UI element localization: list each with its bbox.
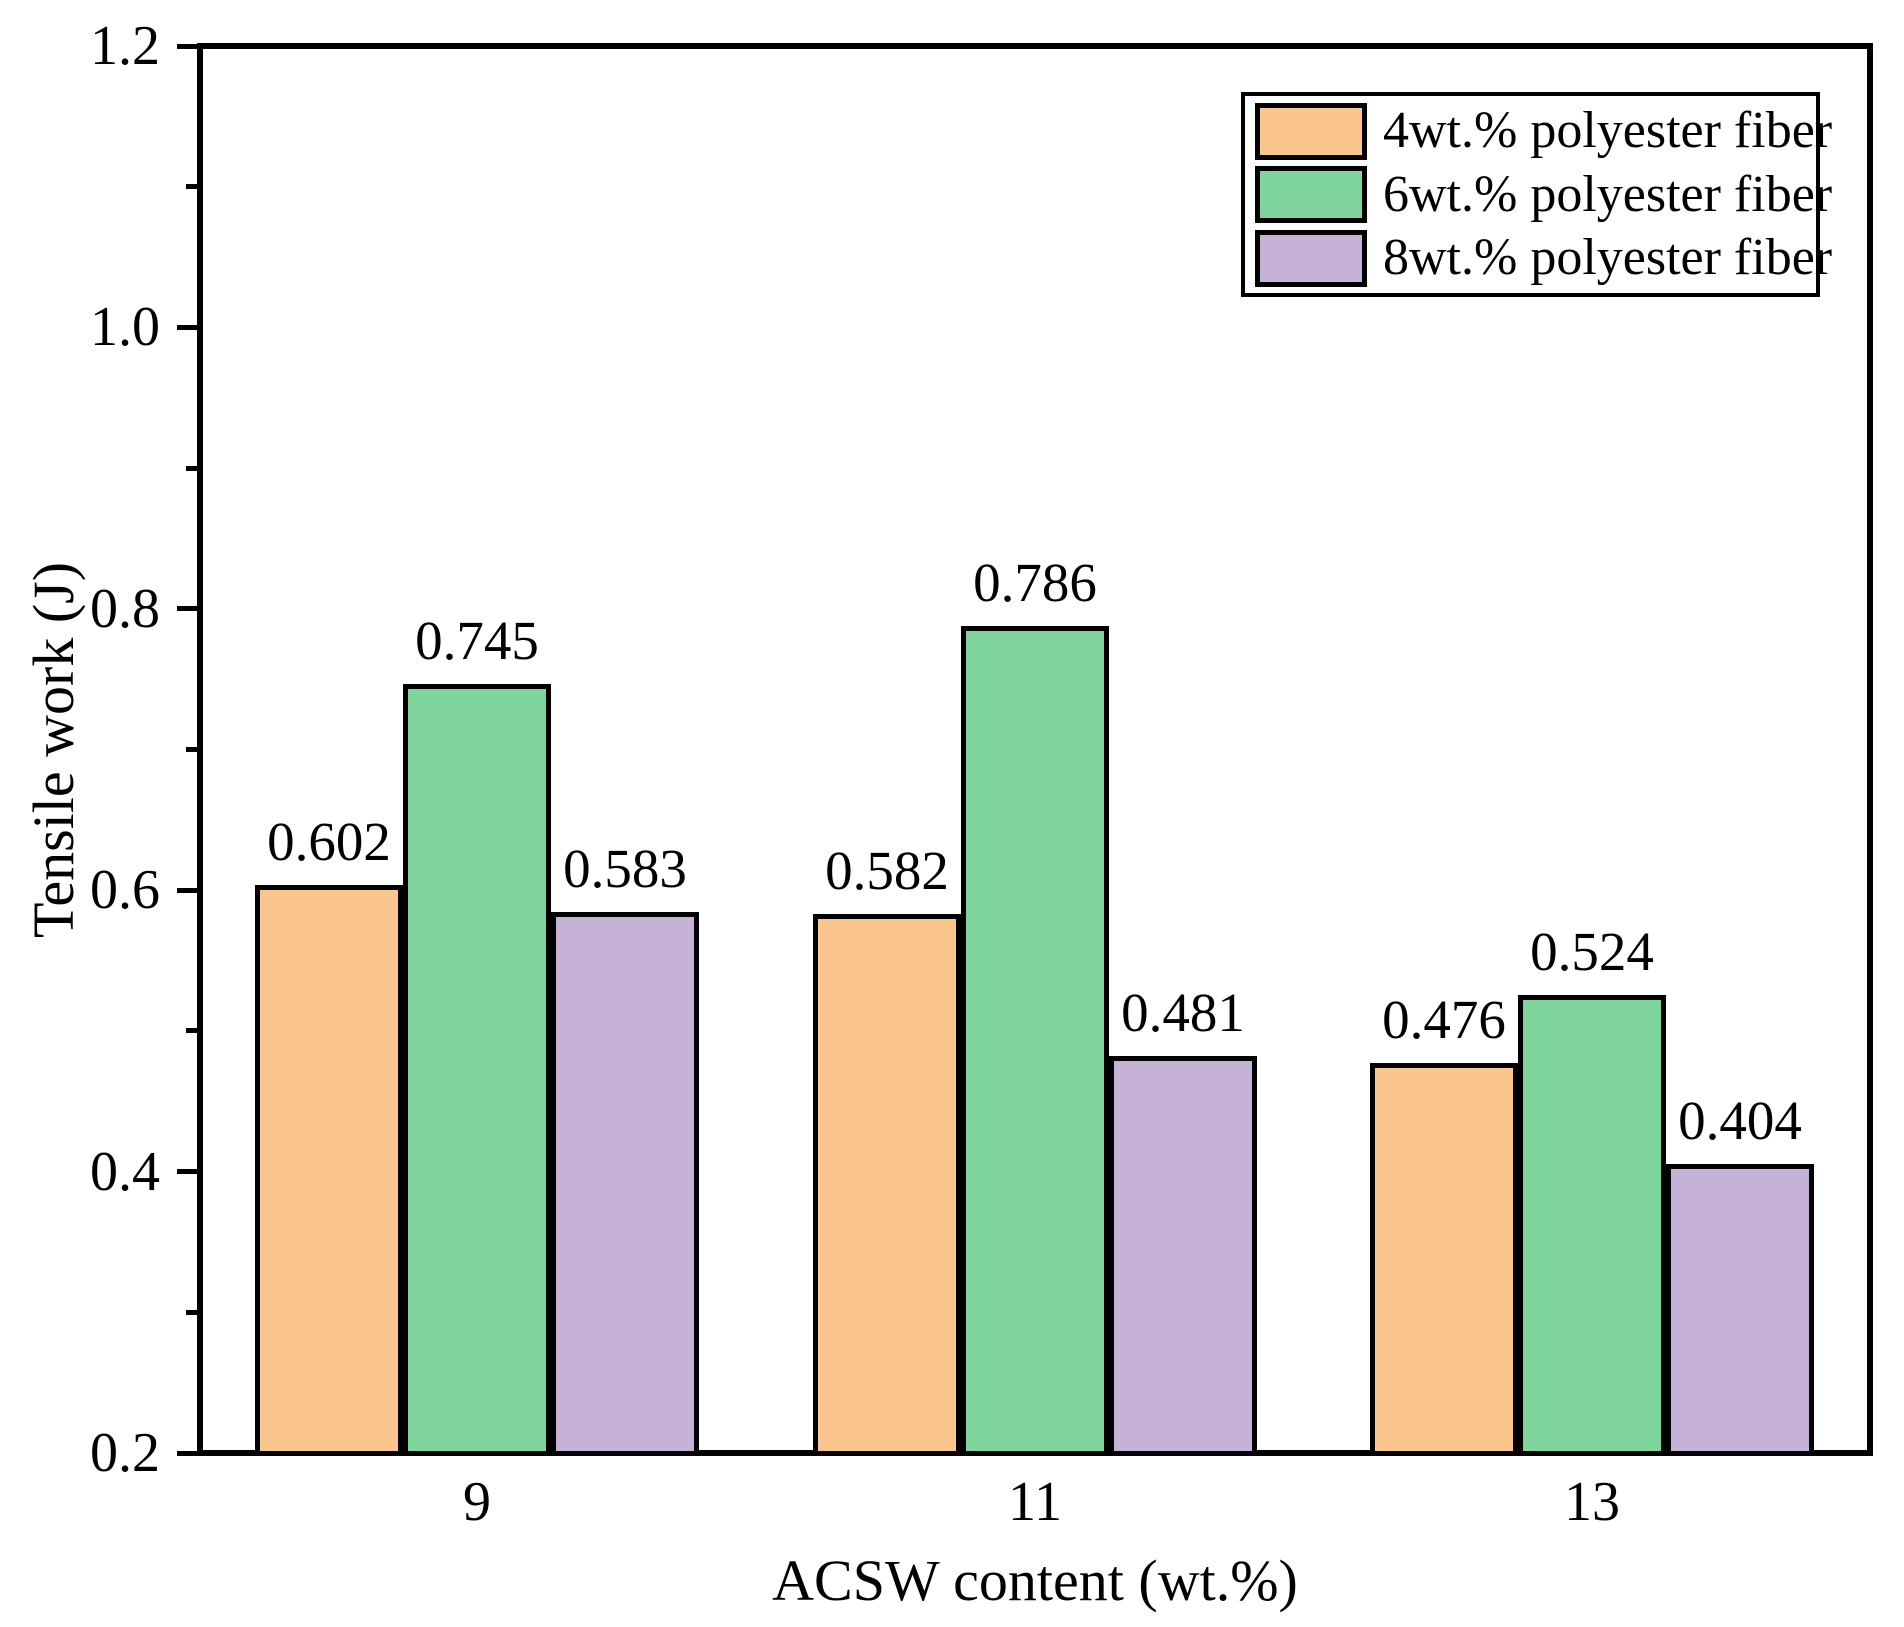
y-tick-label: 1.2 bbox=[90, 15, 160, 77]
y-minor-tick bbox=[186, 1309, 200, 1315]
y-major-tick bbox=[177, 324, 200, 330]
y-tick-label: 0.4 bbox=[90, 1140, 160, 1203]
y-major-tick bbox=[177, 887, 200, 893]
y-tick-label: 0.8 bbox=[90, 577, 160, 640]
bar bbox=[551, 912, 699, 1456]
bar bbox=[255, 885, 403, 1456]
bar-value-label: 0.583 bbox=[563, 838, 687, 900]
legend-swatch bbox=[1255, 166, 1367, 223]
bar bbox=[1518, 995, 1666, 1456]
legend-swatch bbox=[1255, 229, 1367, 287]
legend-label: 4wt.% polyester fiber bbox=[1383, 102, 1833, 159]
legend-label: 6wt.% polyester fiber bbox=[1383, 165, 1833, 223]
y-tick-label: 0.6 bbox=[90, 859, 160, 922]
y-axis-title: Tensile work (J) bbox=[21, 561, 86, 939]
legend: 4wt.% polyester fiber 6wt.% polyester fib… bbox=[1241, 92, 1832, 297]
bar bbox=[403, 684, 551, 1456]
bar bbox=[813, 913, 961, 1456]
x-category-label: 11 bbox=[1008, 1471, 1062, 1533]
bar-value-label: 0.786 bbox=[973, 552, 1097, 614]
legend-item: 8wt.% polyester fiber bbox=[1255, 229, 1832, 287]
bar-value-label: 0.404 bbox=[1678, 1089, 1802, 1151]
bar bbox=[961, 626, 1109, 1456]
y-tick-label: 1.0 bbox=[90, 296, 160, 359]
legend-item: 6wt.% polyester fiber bbox=[1255, 166, 1832, 223]
bar-value-label: 0.481 bbox=[1121, 981, 1245, 1043]
y-tick-label: 0.2 bbox=[90, 1422, 160, 1484]
bar-value-label: 0.745 bbox=[415, 610, 539, 672]
y-major-tick bbox=[177, 1169, 200, 1175]
x-axis-title: ACSW content (wt.%) bbox=[772, 1548, 1298, 1613]
y-minor-tick bbox=[186, 184, 200, 190]
y-minor-tick bbox=[186, 465, 200, 471]
x-category-label: 9 bbox=[463, 1471, 491, 1533]
bar-value-label: 0.524 bbox=[1530, 921, 1654, 983]
bar bbox=[1666, 1163, 1814, 1456]
bar-value-label: 0.602 bbox=[267, 811, 391, 873]
y-major-tick bbox=[177, 606, 200, 612]
x-category-label: 13 bbox=[1564, 1471, 1620, 1533]
y-minor-tick bbox=[186, 747, 200, 752]
y-major-tick bbox=[177, 43, 200, 49]
legend-item: 4wt.% polyester fiber bbox=[1255, 102, 1832, 160]
bar-value-label: 0.476 bbox=[1382, 988, 1506, 1050]
legend-label: 8wt.% polyester fiber bbox=[1383, 229, 1833, 286]
legend-swatch bbox=[1255, 102, 1367, 160]
bar-value-label: 0.582 bbox=[825, 839, 949, 901]
bar bbox=[1109, 1055, 1257, 1456]
y-major-tick bbox=[177, 1450, 200, 1456]
bar bbox=[1370, 1062, 1518, 1456]
y-minor-tick bbox=[186, 1028, 200, 1034]
